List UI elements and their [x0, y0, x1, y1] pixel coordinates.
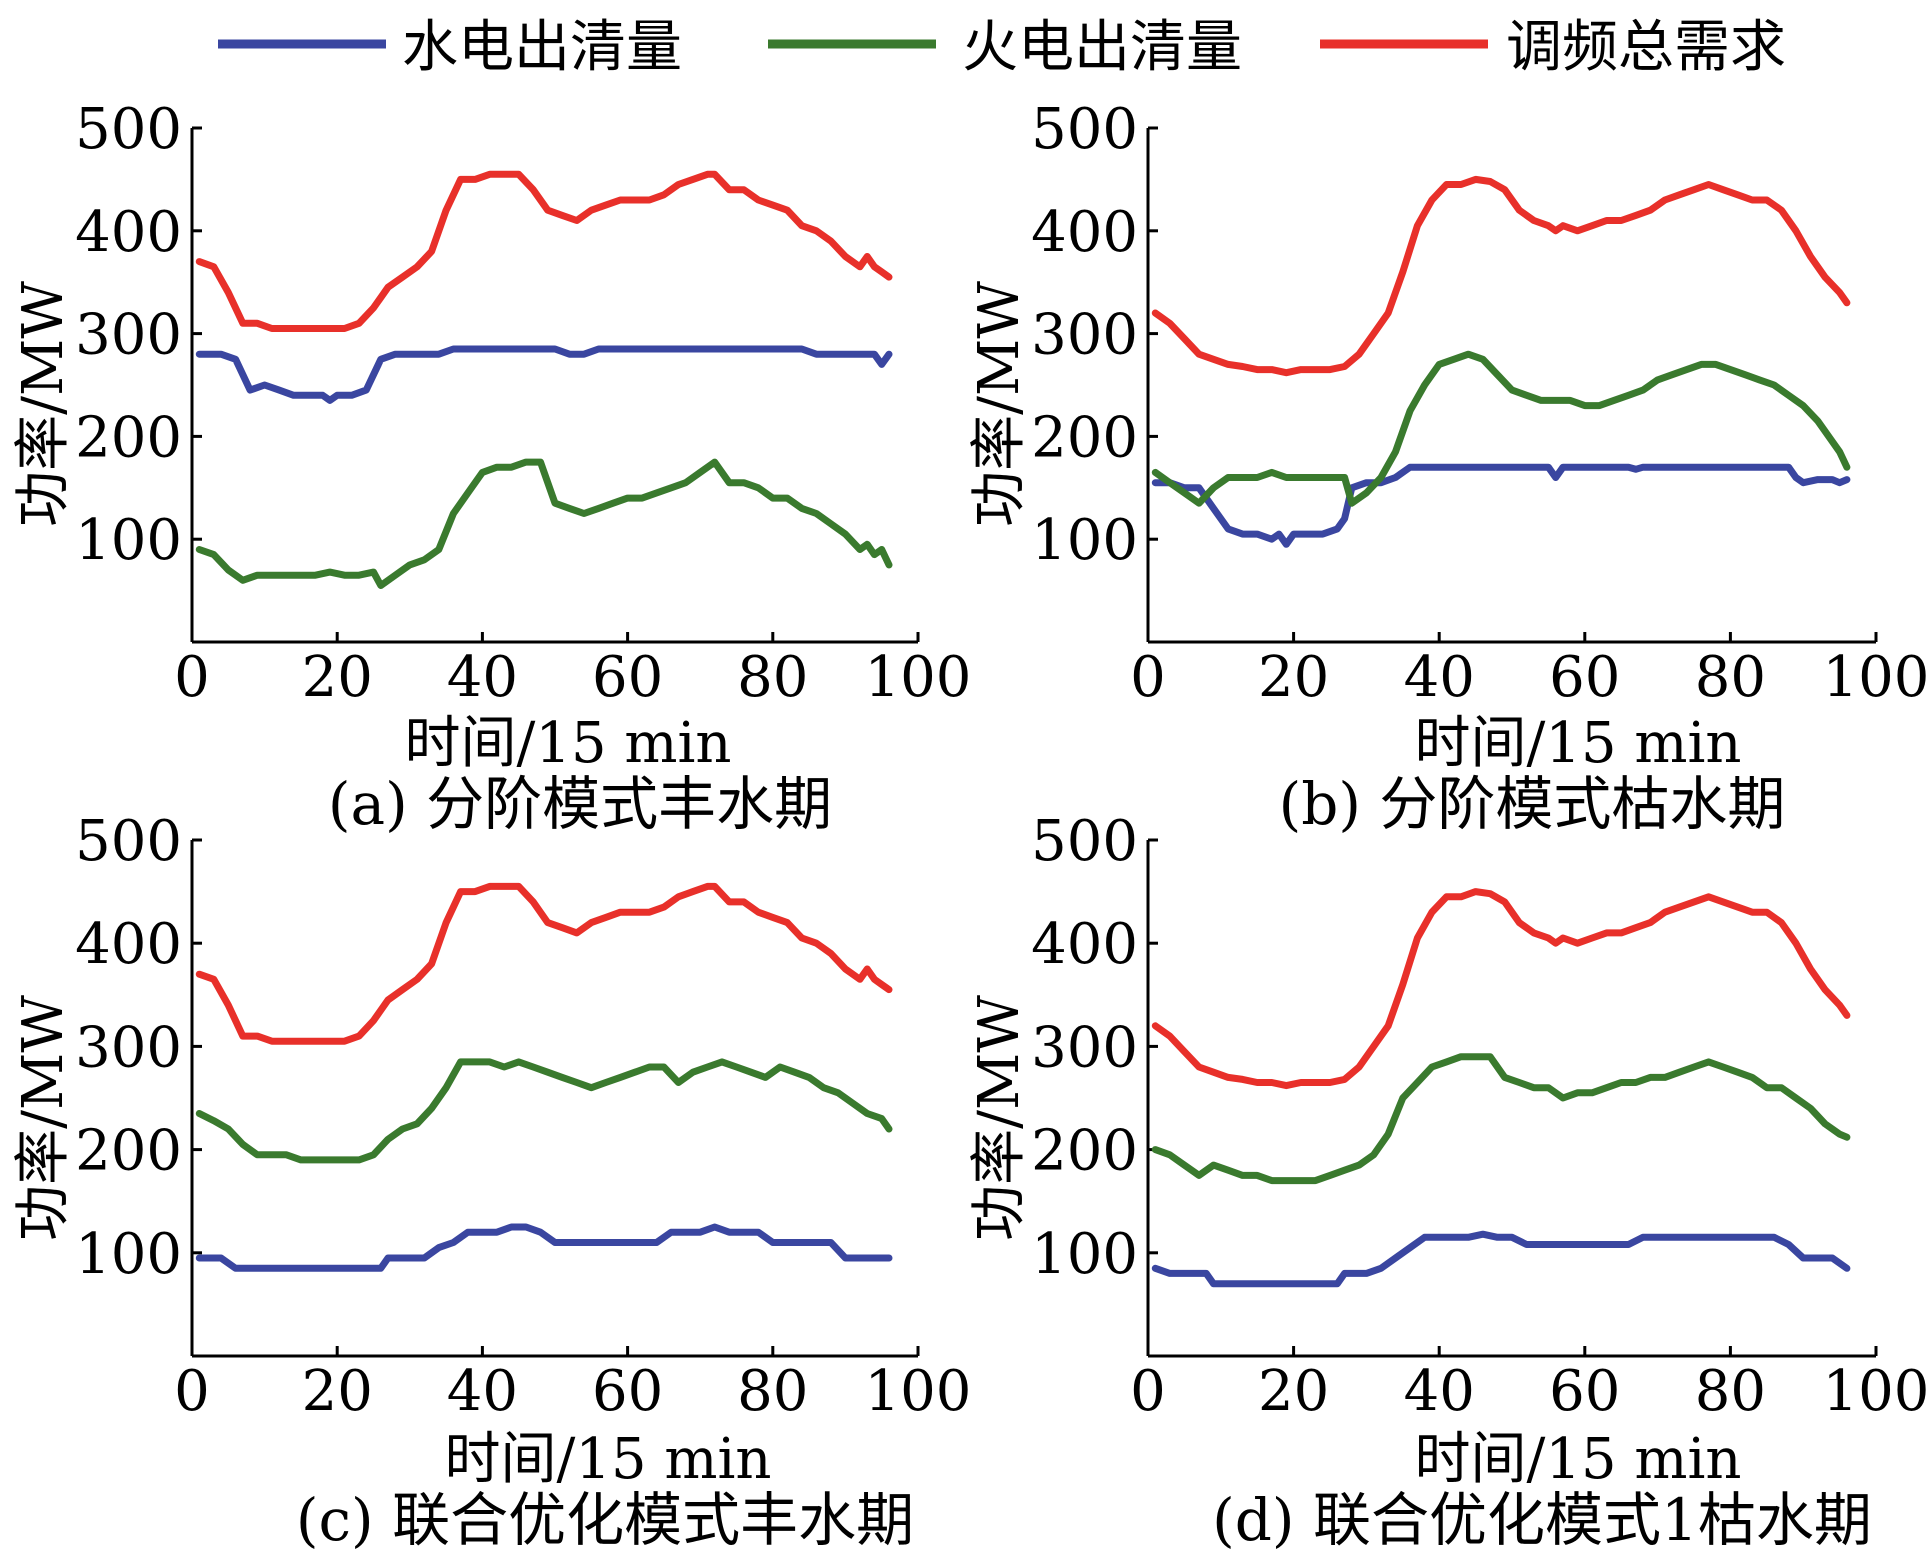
y-axis-title: 功率/MW [11, 995, 76, 1241]
series-line-hydro [195, 1223, 893, 1272]
chart-panel-1: 0 20 40 60 80 100 100 200 300 400 500 时间/15 min 功率/M… [967, 97, 1929, 838]
x-tick-label: 0 [1130, 1359, 1166, 1424]
x-tick-label: 20 [1258, 1359, 1329, 1424]
x-tick-label: 100 [1823, 645, 1930, 710]
x-tick-label: 80 [737, 1359, 808, 1424]
x-tick-label: 80 [1695, 1359, 1766, 1424]
y-axis-title: 功率/MW [967, 995, 1032, 1241]
x-tick-label: 60 [1549, 1359, 1620, 1424]
x-tick-label: 60 [592, 1359, 663, 1424]
y-tick-label: 500 [75, 809, 182, 874]
chart-panel-3: 0 20 40 60 80 100 100 200 300 400 500 时间/15 min 功率/M… [967, 809, 1929, 1552]
y-tick-label: 500 [75, 97, 182, 162]
x-tick-label: 40 [1404, 645, 1475, 710]
series-line-thermal [1151, 1053, 1851, 1185]
x-tick-label: 40 [447, 645, 518, 710]
y-tick-label: 500 [1031, 809, 1138, 874]
x-axis-title: 时间/15 min [404, 711, 731, 776]
series-line-demand [1151, 888, 1851, 1090]
x-tick-label: 100 [865, 645, 972, 710]
panel-caption: (b) 分阶模式枯水期 [1279, 770, 1786, 838]
y-tick-label: 400 [1031, 200, 1138, 265]
y-tick-label: 100 [1031, 508, 1138, 573]
x-tick-label: 0 [174, 1359, 210, 1424]
y-axis-title: 功率/MW [967, 281, 1032, 527]
x-tick-label: 80 [737, 645, 808, 710]
x-tick-label: 20 [1258, 645, 1329, 710]
y-tick-label: 200 [1031, 1119, 1138, 1184]
y-tick-label: 400 [75, 912, 182, 977]
panel-caption: (a) 分阶模式丰水期 [328, 770, 832, 838]
series-line-thermal [1151, 350, 1851, 507]
legend-label-thermal: 火电出清量 [962, 15, 1242, 80]
chart-panel-0: 0 20 40 60 80 100 100 200 300 400 500 时间/15 min 功率/M… [11, 97, 971, 838]
series-line-demand [195, 882, 893, 1045]
x-tick-label: 60 [592, 645, 663, 710]
series-line-thermal [195, 458, 893, 589]
legend: 水电出清量 火电出清量 调频总需求 [218, 15, 1786, 80]
panel-caption: (d) 联合优化模式1枯水期 [1212, 1486, 1872, 1552]
legend-label-hydro: 水电出清量 [402, 15, 682, 80]
x-tick-label: 0 [1130, 645, 1166, 710]
series-line-demand [195, 170, 893, 332]
x-tick-label: 100 [865, 1359, 972, 1424]
series-line-hydro [195, 345, 893, 404]
y-tick-label: 300 [1031, 303, 1138, 368]
y-tick-label: 300 [1031, 1015, 1138, 1080]
series-line-hydro [1151, 1230, 1851, 1288]
series-line-thermal [195, 1058, 893, 1164]
y-tick-label: 500 [1031, 97, 1138, 162]
y-tick-label: 200 [75, 1119, 182, 1184]
x-axis-title: 时间/15 min [1414, 1427, 1741, 1492]
x-tick-label: 20 [302, 1359, 373, 1424]
x-tick-label: 20 [302, 645, 373, 710]
chart-panel-2: 0 20 40 60 80 100 100 200 300 400 500 时间/15 min 功率/M… [11, 809, 971, 1552]
panel-caption: (c) 联合优化模式丰水期 [296, 1486, 914, 1552]
x-tick-label: 60 [1549, 645, 1620, 710]
y-tick-label: 100 [75, 508, 182, 573]
y-tick-label: 300 [75, 303, 182, 368]
y-tick-label: 200 [1031, 405, 1138, 470]
y-tick-label: 300 [75, 1015, 182, 1080]
series-line-demand [1151, 175, 1851, 377]
x-tick-label: 80 [1695, 645, 1766, 710]
y-tick-label: 400 [1031, 912, 1138, 977]
y-axis-title: 功率/MW [11, 281, 76, 527]
x-tick-label: 40 [1404, 1359, 1475, 1424]
x-tick-label: 0 [174, 645, 210, 710]
y-tick-label: 100 [1031, 1222, 1138, 1287]
x-axis-title: 时间/15 min [444, 1427, 771, 1492]
y-tick-label: 400 [75, 200, 182, 265]
x-tick-label: 40 [447, 1359, 518, 1424]
y-tick-label: 200 [75, 405, 182, 470]
x-axis-title: 时间/15 min [1414, 711, 1741, 776]
series-line-hydro [1151, 463, 1851, 548]
y-tick-label: 100 [75, 1222, 182, 1287]
x-tick-label: 100 [1823, 1359, 1930, 1424]
legend-label-demand: 调频总需求 [1506, 15, 1786, 80]
